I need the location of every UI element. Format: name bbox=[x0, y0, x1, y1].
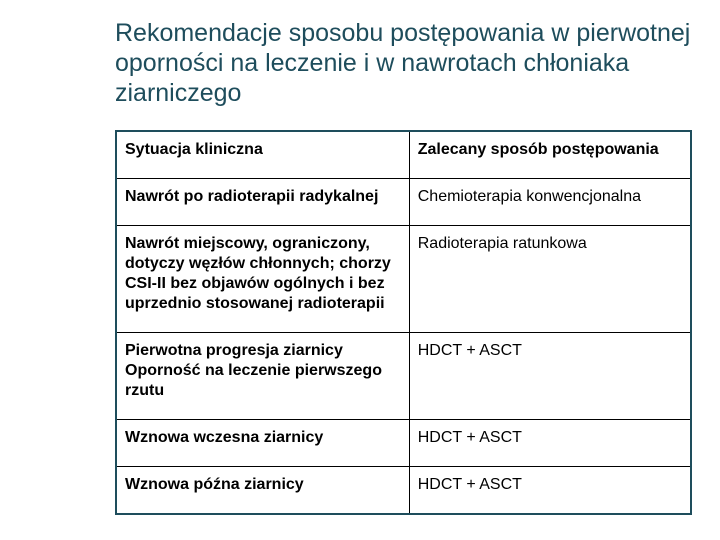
table-row: Nawrót po radioterapii radykalnej Chemio… bbox=[116, 179, 691, 226]
cell-c2: HDCT + ASCT bbox=[409, 333, 691, 420]
cell-c1: Nawrót po radioterapii radykalnej bbox=[116, 179, 409, 226]
slide-title: Rekomendacje sposobu postępowania w pier… bbox=[115, 18, 692, 108]
cell-c1: Wznowa wczesna ziarnicy bbox=[116, 420, 409, 467]
cell-c2: Chemioterapia konwencjonalna bbox=[409, 179, 691, 226]
cell-c1: Pierwotna progresja ziarnicy Oporność na… bbox=[116, 333, 409, 420]
table-header-row: Sytuacja kliniczna Zalecany sposób postę… bbox=[116, 131, 691, 179]
recommendations-table: Sytuacja kliniczna Zalecany sposób postę… bbox=[115, 130, 692, 515]
table-row: Wznowa wczesna ziarnicy HDCT + ASCT bbox=[116, 420, 691, 467]
cell-c1: Wznowa późna ziarnicy bbox=[116, 467, 409, 515]
table-row: Nawrót miejscowy, ograniczony, dotyczy w… bbox=[116, 226, 691, 333]
header-col2: Zalecany sposób postępowania bbox=[409, 131, 691, 179]
cell-c1: Nawrót miejscowy, ograniczony, dotyczy w… bbox=[116, 226, 409, 333]
header-col1: Sytuacja kliniczna bbox=[116, 131, 409, 179]
table-row: Wznowa późna ziarnicy HDCT + ASCT bbox=[116, 467, 691, 515]
table-row: Pierwotna progresja ziarnicy Oporność na… bbox=[116, 333, 691, 420]
cell-c2: Radioterapia ratunkowa bbox=[409, 226, 691, 333]
cell-c2: HDCT + ASCT bbox=[409, 420, 691, 467]
cell-c2: HDCT + ASCT bbox=[409, 467, 691, 515]
